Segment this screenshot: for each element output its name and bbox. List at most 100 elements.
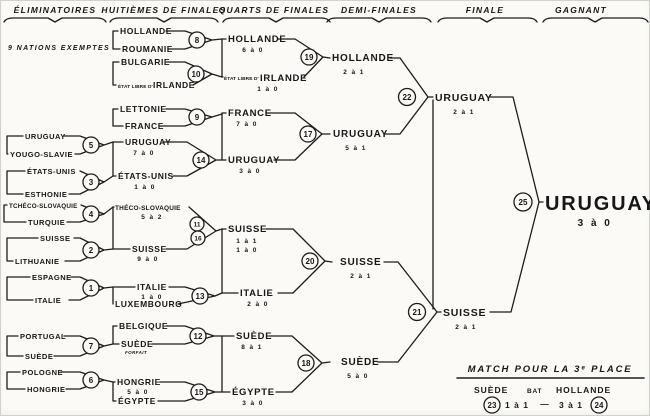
team-label: YOUGO-SLAVIE xyxy=(10,150,73,159)
team-label: BULGARIE xyxy=(121,57,170,67)
header-quarts: QUARTS DE FINALES xyxy=(219,5,330,15)
team-label: HOLLANDE xyxy=(228,34,286,45)
header-eliminatoires: ÉLIMINATOIRES xyxy=(14,5,97,15)
match-number-13: 13 xyxy=(196,292,205,301)
match-circle-5 xyxy=(82,136,100,154)
brace-quarts xyxy=(222,17,331,23)
match-number-7: 7 xyxy=(89,342,94,351)
match-number-19: 19 xyxy=(305,53,314,62)
header-braces xyxy=(3,17,649,23)
match-number-16: 16 xyxy=(194,236,202,243)
score-label: 6 à 0 xyxy=(242,47,263,54)
score-separator: — xyxy=(540,399,550,409)
score-label: 2 à 0 xyxy=(247,301,268,308)
match-circle-22 xyxy=(397,87,417,107)
third-place-title: MATCH POUR LA 3ᵉ PLACE xyxy=(468,364,633,375)
team-label: SUISSE xyxy=(340,257,381,268)
exempt-nations-note: 9 NATIONS EXEMPTES xyxy=(8,45,110,52)
team-label-prefix: ÉTAT LIBRE D' xyxy=(224,74,259,82)
score-label: 2 à 1 xyxy=(453,109,474,116)
team-label: PORTUGAL xyxy=(20,332,66,341)
team-label: ÉGYPTE xyxy=(232,387,275,398)
match-number-15: 15 xyxy=(195,388,204,397)
match-circle-14 xyxy=(192,151,210,169)
team-label: ROUMANIE xyxy=(122,44,173,54)
team-label: ÉGYPTE xyxy=(118,396,156,406)
header-huitiemes: HUITIÈMES DE FINALES xyxy=(101,5,226,15)
match-circle-21 xyxy=(407,302,427,322)
score-label: 2 à 1 xyxy=(350,273,371,280)
score-label: 8 à 1 xyxy=(241,344,262,351)
team-label: SUÈDE xyxy=(236,331,272,342)
labels-eliminatoires: URUGUAY YOUGO-SLAVIE ÉTATS-UNIS ESTHONIE… xyxy=(9,132,77,394)
team-label: HONGRIE xyxy=(117,377,161,387)
winner-score: 3 à 0 xyxy=(578,218,613,229)
header-finale: FINALE xyxy=(466,5,505,15)
match-circle-7 xyxy=(82,337,100,355)
header-gagnant: GAGNANT xyxy=(555,5,607,15)
match-circles xyxy=(82,31,608,414)
match-number-9: 9 xyxy=(195,113,200,122)
team-label: ESTHONIE xyxy=(25,190,67,199)
score-label: 1 à 1 xyxy=(505,400,529,410)
match-numbers: 5 3 4 2 1 7 6 8 10 9 14 11 16 13 12 15 1… xyxy=(89,36,604,410)
team-label: LETTONIE xyxy=(120,104,167,114)
score-label: 1 à 0 xyxy=(236,247,257,254)
team-label: ÉTATS-UNIS xyxy=(27,167,76,176)
score-label: 1 à 0 xyxy=(134,184,155,191)
score-label: 7 à 0 xyxy=(236,121,257,128)
match-circle-4 xyxy=(82,205,100,223)
team-label: URUGUAY xyxy=(125,137,171,147)
team-label: ÉTATS-UNIS xyxy=(118,171,174,181)
brace-gagnant xyxy=(542,17,649,23)
lines-quarts xyxy=(221,38,333,393)
match-circle-1 xyxy=(82,279,100,297)
team-label: URUGUAY xyxy=(435,92,493,104)
match-circle-19 xyxy=(300,48,318,66)
score-label: 5 à 1 xyxy=(345,145,366,152)
score-label: 3 à 0 xyxy=(239,168,260,175)
score-label: 5 à 0 xyxy=(347,373,368,380)
match-number-11: 11 xyxy=(194,222,201,229)
match-number-25: 25 xyxy=(519,198,528,207)
match-number-17: 17 xyxy=(304,130,313,139)
score-label: 1 à 1 xyxy=(236,238,257,245)
team-label: FRANCE xyxy=(125,121,164,131)
match-circle-8 xyxy=(188,31,206,49)
lines-finale xyxy=(432,96,544,313)
match-circle-2 xyxy=(82,241,100,259)
winner-label: URUGUAY xyxy=(545,193,650,215)
score-label: 5 à 2 xyxy=(141,214,162,221)
lines-match-20 xyxy=(221,228,333,294)
match-number-21: 21 xyxy=(413,308,422,317)
match-number-2: 2 xyxy=(89,246,94,255)
team-label: URUGUAY xyxy=(25,132,66,141)
team-label: FRANCE xyxy=(228,108,272,119)
team-label: HONGRIE xyxy=(27,385,66,394)
score-label: 7 à 0 xyxy=(133,150,154,157)
match-circle-20 xyxy=(301,252,319,270)
lines-match-18 xyxy=(221,335,331,393)
match-number-22: 22 xyxy=(403,93,412,102)
lines-match-19 xyxy=(221,38,331,78)
match-number-24: 24 xyxy=(595,401,604,410)
team-label: HOLLANDE xyxy=(332,53,394,64)
column-headers: ÉLIMINATOIRES HUITIÈMES DE FINALES QUART… xyxy=(14,5,607,15)
winner-block: URUGUAY 3 à 0 xyxy=(545,193,650,229)
match-circle-16 xyxy=(190,230,206,246)
team-label: URUGUAY xyxy=(333,129,388,140)
team-label: SUISSE xyxy=(443,307,486,319)
match-number-12: 12 xyxy=(194,332,203,341)
score-label: 1 à 0 xyxy=(141,294,162,301)
brace-finale xyxy=(437,17,538,23)
brace-huitiemes xyxy=(109,17,219,23)
match-number-23: 23 xyxy=(488,401,497,410)
match-number-18: 18 xyxy=(302,359,311,368)
match-number-14: 14 xyxy=(197,156,206,165)
team-label: ITALIE xyxy=(240,288,274,299)
forfeit-note: FORFAIT xyxy=(125,350,148,355)
team-label: THÉCO-SLOVAQUIE xyxy=(115,203,181,212)
team-label: SUISSE xyxy=(228,224,267,235)
